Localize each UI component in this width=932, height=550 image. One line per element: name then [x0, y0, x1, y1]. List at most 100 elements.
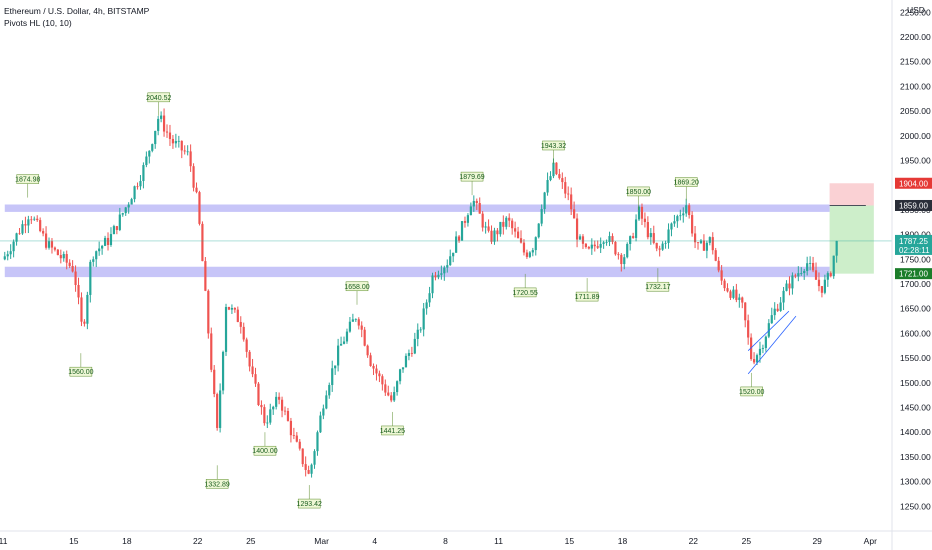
time-tick-label: 8	[443, 536, 448, 546]
candle-body	[729, 291, 732, 298]
candle-body	[640, 206, 644, 219]
candle	[219, 383, 222, 433]
candle	[133, 185, 136, 203]
candle	[487, 219, 490, 233]
candle-body	[717, 260, 720, 271]
indicator-title[interactable]: Pivots HL (10, 10)	[4, 18, 72, 28]
candle	[319, 411, 322, 433]
candle	[337, 338, 340, 372]
candle-body	[767, 323, 770, 337]
candle-body	[596, 246, 599, 248]
price-axis[interactable]: 1250.00 1300.00 1350.00 1400.00 1450.00 1500.…	[900, 7, 931, 511]
candle-body	[693, 233, 697, 243]
candle	[428, 286, 431, 307]
candle	[245, 337, 248, 358]
candle-body	[12, 241, 15, 252]
candle-body	[481, 213, 484, 228]
candle	[469, 202, 472, 216]
candle	[65, 250, 68, 270]
candle-body	[741, 297, 744, 303]
candle-body	[3, 256, 6, 260]
support-resistance-zones[interactable]	[4, 204, 830, 278]
candle-body	[213, 369, 216, 395]
candle-body	[655, 242, 658, 249]
pivot-tag	[205, 479, 229, 489]
candle-body	[59, 255, 62, 259]
candle-body	[168, 132, 172, 139]
candle	[233, 307, 236, 313]
candle	[649, 228, 652, 245]
candle	[573, 201, 576, 219]
candle	[328, 382, 331, 399]
candle	[546, 172, 549, 196]
candle	[6, 250, 9, 261]
candle-body	[617, 254, 620, 256]
channel-lower-line[interactable]	[747, 315, 797, 375]
candle-body	[136, 186, 139, 188]
candle-body	[806, 263, 809, 271]
candle-body	[773, 308, 776, 316]
candle-body	[387, 392, 390, 396]
candle	[313, 449, 316, 469]
candle	[275, 392, 278, 410]
price-tick-label: 1450.00	[900, 403, 931, 413]
candle	[531, 247, 534, 257]
horizontal-zone-2[interactable]	[4, 266, 830, 278]
candle	[817, 272, 821, 292]
candle-body	[39, 220, 42, 232]
candle	[98, 241, 101, 256]
candle-body	[673, 221, 676, 224]
candle-body	[6, 254, 9, 257]
candle	[366, 344, 369, 358]
candle	[575, 213, 579, 248]
candle-body	[313, 451, 316, 465]
candle	[165, 124, 169, 138]
candle-body	[696, 242, 700, 244]
candle-body	[472, 200, 475, 207]
candle-body	[593, 244, 596, 247]
candle	[401, 367, 405, 373]
pivot-tag	[297, 498, 321, 509]
candle-body	[109, 234, 113, 245]
candle	[398, 368, 402, 385]
stop-loss-zone[interactable]	[829, 183, 874, 206]
candle-body	[511, 220, 514, 229]
candle	[221, 350, 225, 395]
candle	[829, 271, 832, 278]
candle	[811, 256, 815, 273]
candle-body	[820, 286, 824, 293]
price-tick-label: 1600.00	[900, 328, 931, 338]
candle	[39, 217, 42, 233]
candle	[198, 190, 201, 226]
drawings[interactable]	[0, 240, 892, 375]
candle-body	[331, 368, 334, 386]
candle-body	[637, 206, 641, 220]
candle-body	[779, 302, 782, 311]
candle-body	[207, 290, 210, 334]
horizontal-zone-1[interactable]	[4, 204, 830, 212]
candle-body	[342, 341, 346, 344]
candle	[292, 427, 295, 440]
candle	[788, 276, 791, 296]
take-profit-zone[interactable]	[829, 205, 874, 274]
last-price-label-bg	[895, 234, 932, 255]
candle-body	[74, 271, 77, 285]
pivot-low-label: 1520.00	[739, 372, 764, 397]
pivot-high-label: 1658.00	[344, 281, 370, 305]
time-axis[interactable]: 11 15 18 22 25 Mar 4 8 11 15 18 22 25 29 Apr	[0, 536, 877, 546]
candle	[629, 235, 632, 251]
candle-body	[720, 270, 723, 281]
pivot-value: 1732.17	[645, 284, 670, 291]
candle	[466, 213, 470, 227]
symbol-title[interactable]: Ethereum / U.S. Dollar, 4h, BITSTAMP	[4, 6, 150, 16]
candle-body	[543, 192, 546, 210]
candle-body	[664, 242, 667, 244]
candle-body	[623, 257, 626, 265]
candle	[130, 197, 133, 205]
candle	[776, 303, 779, 313]
candle	[71, 260, 74, 273]
candle	[516, 226, 520, 239]
channel-upper-line[interactable]	[747, 310, 790, 351]
candle-body	[755, 355, 759, 363]
